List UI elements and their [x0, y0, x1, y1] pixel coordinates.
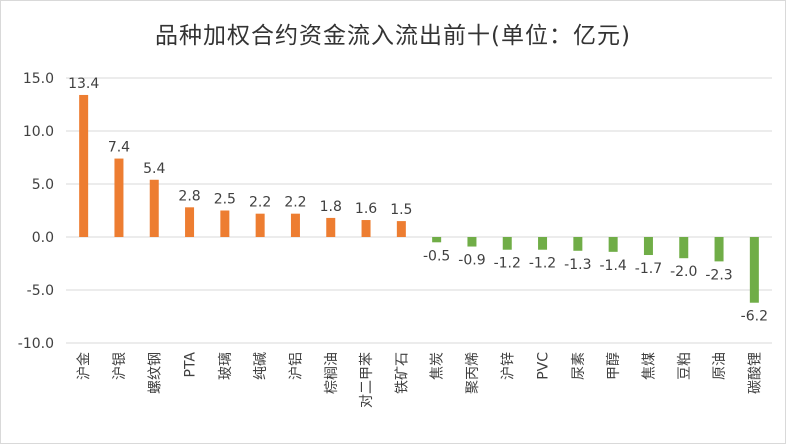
- bar: [185, 207, 195, 237]
- category-label: 甲醇: [605, 352, 622, 380]
- bar: [643, 237, 653, 256]
- bar: [149, 179, 159, 237]
- data-label: -2.3: [705, 267, 732, 283]
- data-label: -1.4: [599, 258, 626, 274]
- data-label: 1.5: [390, 202, 412, 218]
- category-label: 沪金: [77, 352, 93, 380]
- bar: [290, 213, 300, 237]
- category-label: PTA: [183, 352, 199, 378]
- category-label: 纯碱: [253, 352, 269, 380]
- category-label: 螺纹钢: [147, 352, 163, 394]
- bar: [396, 221, 406, 237]
- bars: [79, 94, 759, 303]
- data-label: -2.0: [670, 264, 697, 280]
- data-label: -1.2: [529, 256, 556, 272]
- bar: [326, 217, 336, 237]
- y-tick-label: 0.0: [32, 230, 54, 246]
- y-tick-label: -10.0: [18, 336, 54, 352]
- y-axis-ticks: 15.0 10.0 5.0 0.0 -5.0 -10.0: [18, 71, 54, 352]
- bar: [502, 237, 512, 250]
- data-label: -0.5: [423, 248, 450, 264]
- data-label: -1.3: [564, 257, 591, 273]
- data-label: -0.9: [458, 253, 485, 269]
- data-label: 13.4: [68, 76, 99, 92]
- data-label: 2.5: [214, 192, 236, 208]
- category-label: 豆粕: [677, 352, 693, 380]
- bar: [255, 213, 265, 237]
- bar: [679, 237, 689, 259]
- data-label: 1.8: [320, 199, 342, 215]
- bar: [432, 237, 442, 243]
- data-label: 7.4: [108, 140, 130, 156]
- bar: [79, 94, 89, 238]
- data-label: 2.2: [249, 195, 271, 211]
- category-label: 聚丙烯: [465, 352, 481, 394]
- data-label: 2.2: [284, 195, 306, 211]
- y-tick-label: 5.0: [32, 177, 54, 193]
- data-label: -1.2: [494, 256, 521, 272]
- category-label: PVC: [536, 352, 552, 380]
- data-label: 2.8: [178, 188, 200, 204]
- y-tick-label: 10.0: [23, 124, 54, 140]
- bar: [608, 237, 618, 252]
- data-label: 5.4: [143, 161, 165, 177]
- category-label: 沪锌: [500, 352, 516, 380]
- category-label: 尿素: [571, 352, 587, 380]
- bar: [714, 237, 724, 262]
- category-label: 焦煤: [641, 352, 657, 380]
- bar: [573, 237, 583, 251]
- bar: [220, 210, 230, 237]
- data-label: -6.2: [741, 309, 768, 325]
- bar: [114, 158, 124, 237]
- y-tick-label: -5.0: [27, 283, 54, 299]
- category-label: 沪铝: [288, 352, 304, 380]
- category-label: 棕榈油: [324, 352, 340, 394]
- category-label: 焦炭: [430, 352, 446, 380]
- category-label: 玻璃: [217, 352, 234, 380]
- y-tick-label: 15.0: [23, 71, 54, 87]
- category-label: 沪银: [112, 352, 128, 380]
- category-labels: 沪金 沪银 螺纹钢 PTA 玻璃 纯碱 沪铝 棕榈油 对二甲苯 铁矿石 焦炭 聚丙烯 沪锌 PVC 尿素 甲醇…: [77, 352, 764, 408]
- gridlines: [66, 77, 772, 344]
- category-label: 原油: [712, 352, 728, 380]
- bar: [538, 237, 548, 250]
- bar: [467, 237, 477, 247]
- data-labels: 13.47.45.42.8 2.5 2.2 2.2 1.8 1.6 1.5-0.5 -0.9-…: [68, 76, 768, 325]
- data-label: -1.7: [635, 261, 662, 277]
- data-label: 1.6: [355, 201, 377, 217]
- category-label: 铁矿石: [394, 352, 410, 394]
- category-label: 对二甲苯: [358, 352, 375, 408]
- chart-title: 品种加权合约资金流入流出前十(单位：亿元): [155, 23, 631, 49]
- bar: [749, 237, 759, 303]
- category-label: 碳酸锂: [747, 352, 763, 394]
- bar: [361, 220, 371, 237]
